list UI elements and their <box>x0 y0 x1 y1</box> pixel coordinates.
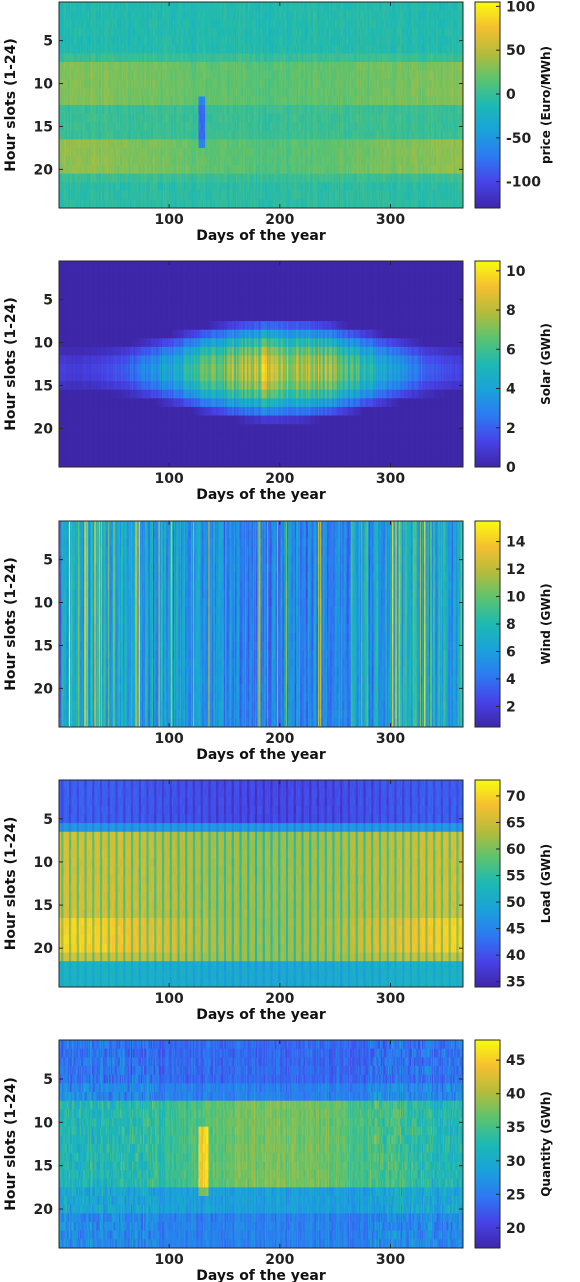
heatmap-cells <box>59 2 463 208</box>
